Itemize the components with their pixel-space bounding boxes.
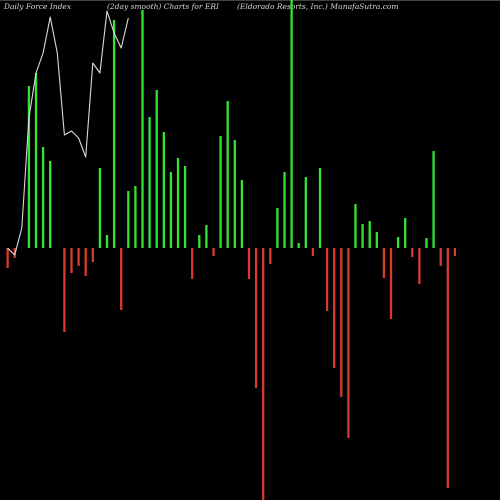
bar-15 [127,191,130,248]
bar-2 [27,86,31,248]
bar-3 [34,73,38,248]
bar-0 [6,248,9,268]
bar-12 [105,235,109,248]
bar-50 [375,232,378,248]
bar-29 [226,101,229,248]
bar-37 [283,172,286,248]
bar-40 [304,177,307,248]
bar-31 [240,180,244,248]
bar-57 [425,238,428,248]
bar-35 [269,248,272,264]
bar-13 [112,20,116,248]
bar-54 [404,218,407,248]
bar-10 [91,248,94,262]
bar-11 [98,168,102,248]
bar-56 [418,248,421,284]
header-left-label: Daily Force Index [3,2,72,11]
bar-49 [368,221,371,248]
bar-43 [325,248,329,311]
bar-34 [262,248,265,500]
bar-36 [276,208,279,248]
bar-7 [70,248,73,273]
bar-20 [162,132,165,248]
bar-26 [205,225,208,248]
bar-61 [453,248,457,256]
bar-38 [290,0,293,248]
bar-60 [446,248,449,488]
bar-6 [63,248,66,332]
bar-18 [148,117,151,248]
line-series [7,10,129,256]
bar-23 [183,166,187,248]
bar-5 [49,161,52,248]
bar-39 [297,243,300,248]
bar-59 [439,248,442,266]
bar-4 [41,147,45,248]
bar-14 [120,248,123,310]
bar-series [6,0,457,500]
bar-55 [411,248,414,257]
bar-51 [382,248,386,278]
bar-46 [347,248,350,438]
bar-25 [198,235,201,248]
bar-48 [361,224,364,248]
bar-16 [134,186,137,248]
bar-58 [432,151,435,248]
bar-42 [318,168,322,248]
bar-9 [84,248,87,276]
bar-17 [141,10,144,248]
header-middle-label: (2day smooth) Charts for ERI [107,2,220,11]
bar-27 [212,248,215,256]
bar-28 [219,136,222,248]
bar-22 [176,158,180,248]
bar-8 [77,248,80,266]
bar-53 [396,237,400,248]
bar-44 [333,248,336,368]
header-right-label: (Eldorado Resorts, Inc.) MunafaSutra.com [237,2,399,11]
bar-41 [311,248,315,256]
bar-32 [247,248,251,279]
bar-24 [191,248,194,279]
smoothed-line [7,10,129,256]
bar-47 [354,204,357,248]
bar-33 [254,248,258,388]
bar-19 [155,90,158,248]
bar-30 [233,140,236,248]
bar-21 [169,172,173,248]
bar-45 [340,248,343,397]
bar-52 [389,248,393,319]
